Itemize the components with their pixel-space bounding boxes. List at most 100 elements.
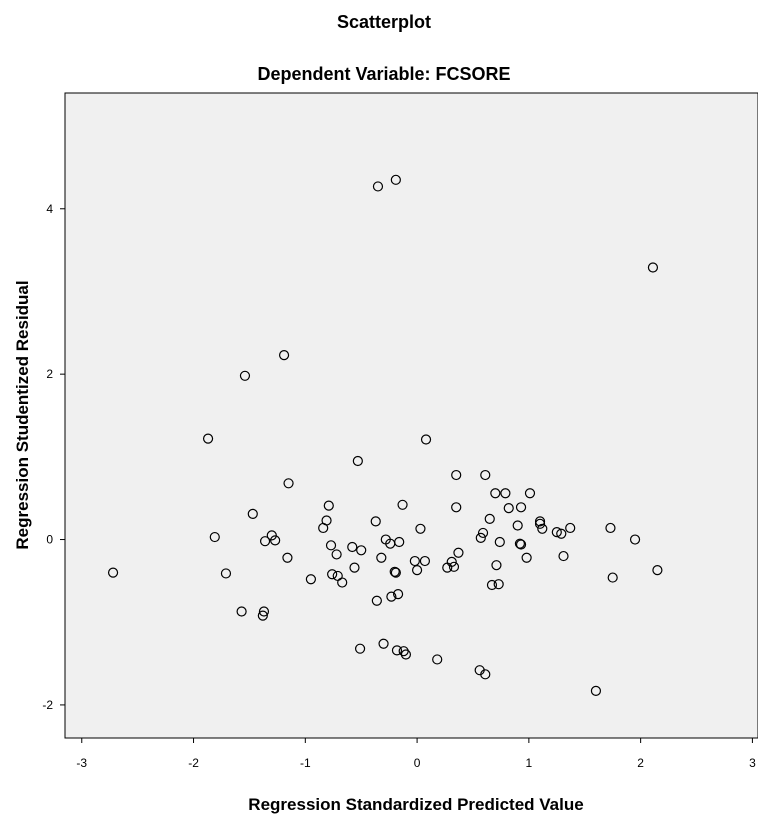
data-point <box>398 646 409 657</box>
data-point <box>258 606 270 617</box>
data-point <box>521 552 532 563</box>
data-point <box>494 536 505 548</box>
data-point <box>558 550 569 562</box>
data-point <box>390 174 401 185</box>
data-point <box>389 566 400 577</box>
data-point <box>590 685 602 696</box>
data-point <box>605 522 616 534</box>
data-point <box>239 370 251 381</box>
data-point <box>524 488 536 499</box>
data-point <box>448 561 460 572</box>
data-point <box>397 499 408 510</box>
data-point <box>491 560 502 571</box>
y-axis-label: Regression Studentized Residual <box>13 280 32 549</box>
data-point <box>514 538 526 549</box>
data-point <box>394 536 405 548</box>
data-point <box>386 591 397 602</box>
x-axis: -3 -2 -1 0 1 2 3 <box>76 738 756 770</box>
data-point <box>446 556 457 567</box>
data-point <box>278 350 290 361</box>
x-tick-label: -3 <box>76 756 87 770</box>
data-point <box>493 579 504 590</box>
x-tick-label: -2 <box>188 756 199 770</box>
data-point <box>503 503 514 514</box>
data-point <box>327 569 338 580</box>
data-point <box>556 528 567 539</box>
y-tick-label: 2 <box>46 367 53 381</box>
data-point <box>376 552 387 563</box>
data-point <box>392 589 404 600</box>
data-point <box>551 526 562 538</box>
data-point <box>415 523 426 534</box>
data-point <box>565 522 576 534</box>
data-point <box>337 577 348 588</box>
chart-title: Scatterplot <box>337 12 431 32</box>
x-tick-label: 2 <box>637 756 644 770</box>
chart-subtitle: Dependent Variable: FCSORE <box>257 64 510 84</box>
data-point <box>354 643 366 654</box>
data-point <box>486 579 498 591</box>
data-point <box>477 527 489 539</box>
y-axis: -2 0 2 4 <box>42 202 65 712</box>
data-point <box>107 567 119 578</box>
data-point <box>534 518 546 529</box>
data-point <box>325 540 337 551</box>
data-point <box>371 595 382 606</box>
data-point <box>305 574 317 585</box>
x-tick-label: 3 <box>749 756 756 770</box>
data-point <box>236 606 247 617</box>
data-point <box>475 532 486 543</box>
data-point <box>500 488 511 499</box>
data-point <box>411 565 423 576</box>
data-point <box>420 434 432 445</box>
data-point <box>209 531 220 543</box>
x-tick-label: 0 <box>414 756 421 770</box>
data-point <box>282 552 293 563</box>
data-point <box>453 547 464 558</box>
data-point <box>331 549 342 560</box>
data-point <box>347 541 358 553</box>
data-point <box>202 433 214 444</box>
data-point <box>257 610 268 621</box>
data-point <box>356 545 367 556</box>
data-point <box>515 502 527 513</box>
data-point <box>390 567 401 578</box>
data-point <box>323 500 334 511</box>
plot-area <box>64 92 758 739</box>
data-point <box>534 516 546 527</box>
data-point <box>270 535 281 546</box>
data-point <box>490 488 501 499</box>
data-point <box>259 536 271 547</box>
data-point <box>480 469 491 481</box>
data-point <box>378 638 389 649</box>
data-point <box>247 508 258 520</box>
data-point <box>349 562 360 573</box>
data-point <box>220 568 232 579</box>
data-point <box>419 555 431 567</box>
y-tick-label: 0 <box>46 533 53 547</box>
data-point <box>372 181 384 192</box>
y-tick-label: 4 <box>46 202 53 216</box>
data-point <box>409 555 420 567</box>
x-axis-label: Regression Standardized Predicted Value <box>248 795 583 814</box>
data-point <box>432 654 443 665</box>
data-point <box>515 539 527 550</box>
data-point <box>391 645 403 656</box>
x-tick-label: 1 <box>526 756 533 770</box>
data-point <box>451 502 462 513</box>
data-point <box>629 534 641 545</box>
data-point <box>652 565 663 576</box>
y-tick-label: -2 <box>42 698 53 712</box>
data-point <box>647 262 659 273</box>
data-point <box>537 523 548 534</box>
x-tick-label: -1 <box>300 756 311 770</box>
data-point <box>321 515 332 526</box>
data-point <box>370 516 381 527</box>
data-point <box>480 669 491 680</box>
data-point <box>451 469 462 481</box>
data-point <box>484 513 495 524</box>
data-point <box>352 455 363 467</box>
data-points <box>107 174 663 696</box>
data-point <box>400 649 412 660</box>
